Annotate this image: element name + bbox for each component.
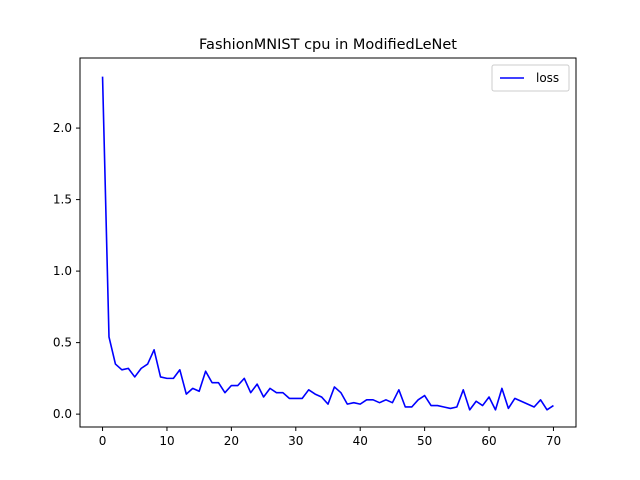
- x-tick-label: 70: [546, 434, 561, 448]
- x-tick-label: 0: [99, 434, 107, 448]
- series-layer: [101, 76, 554, 411]
- axes-frame: [79, 57, 577, 428]
- x-tick-label: 60: [481, 434, 496, 448]
- y-tick-label: 0.5: [53, 336, 72, 350]
- x-tick-label: 30: [288, 434, 303, 448]
- legend: loss: [491, 64, 570, 92]
- series-line-loss: [101, 76, 554, 411]
- x-tick-label: 50: [417, 434, 432, 448]
- legend-box: [491, 64, 570, 92]
- legend-label: loss: [536, 71, 559, 85]
- y-tick-label: 0.0: [53, 407, 72, 421]
- y-tick-label: 1.0: [53, 264, 72, 278]
- x-tick-label: 20: [224, 434, 239, 448]
- x-tick-label: 40: [353, 434, 368, 448]
- x-tick-label: 10: [159, 434, 174, 448]
- chart-title: FashionMNIST cpu in ModifiedLeNet: [199, 37, 457, 53]
- axis-ticks: 0 10 20 30 40 50 60 70 0.0 0.5 1.0 1.5 2.0: [53, 121, 561, 448]
- y-tick-label: 2.0: [53, 121, 72, 135]
- y-tick-label: 1.5: [53, 193, 72, 207]
